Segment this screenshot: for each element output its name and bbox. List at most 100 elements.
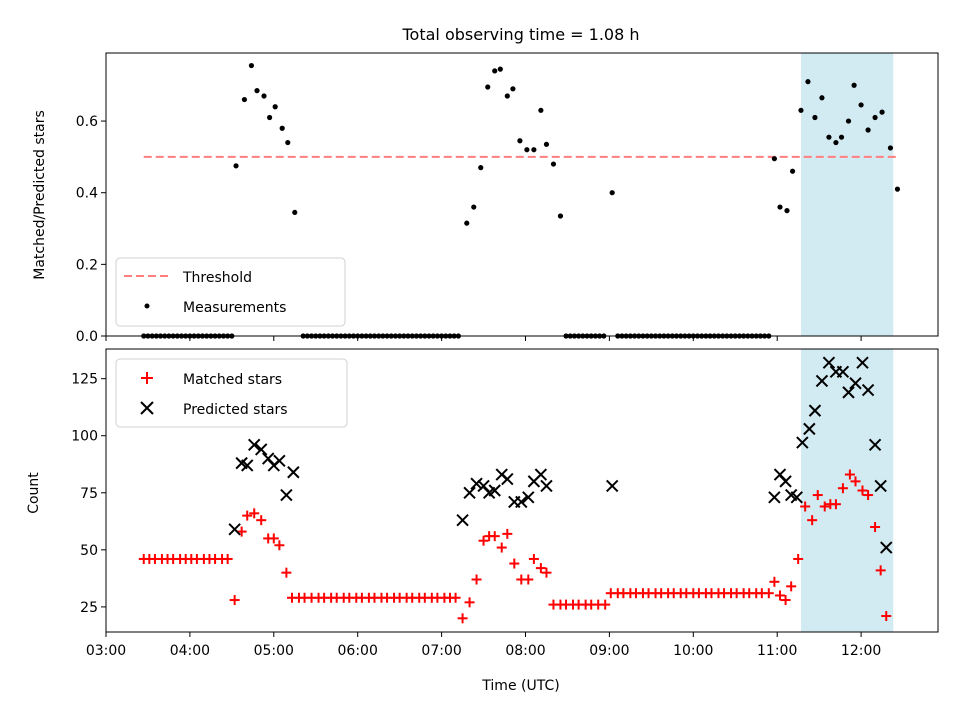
y-tick-label: 0.0 (76, 329, 98, 345)
predicted-star-point (287, 466, 300, 479)
measurement-point (517, 138, 523, 144)
matched-star-point (830, 499, 841, 510)
legend-predicted-swatch (140, 401, 154, 415)
matched-star-point (229, 595, 240, 606)
predicted-star-point (470, 477, 483, 490)
matched-star-point (870, 522, 881, 533)
measurement-point (254, 88, 260, 94)
matched-star-point (464, 597, 475, 608)
legend-threshold-label: Threshold (182, 270, 252, 286)
x-tick-label: 12:00 (841, 643, 881, 659)
matched-star-point (863, 490, 874, 501)
measurement-point (557, 213, 564, 219)
y-tick-label: 100 (71, 429, 98, 445)
matched-star-point (541, 567, 552, 578)
matched-stars-points (138, 469, 892, 624)
predicted-star-point (456, 513, 469, 527)
measurement-point (524, 147, 530, 153)
top-x-ticks (105, 336, 862, 341)
measurement-point (858, 102, 864, 108)
y-tick-label: 125 (71, 372, 98, 388)
predicted-star-point (228, 523, 241, 536)
predicted-star-point (822, 356, 836, 369)
matched-star-point (478, 535, 489, 546)
measurement-point (550, 161, 557, 167)
matched-star-point (450, 592, 461, 603)
predicted-star-point (836, 365, 850, 379)
measurement-point (838, 134, 845, 140)
matched-star-point (774, 590, 785, 601)
measurement-point (771, 156, 777, 162)
matched-star-point (489, 531, 500, 542)
x-tick-label: 04:00 (170, 643, 210, 659)
x-tick-label: 09:00 (589, 643, 629, 659)
measurement-point (865, 127, 871, 133)
measurement-point (812, 114, 818, 121)
predicted-stars-points (228, 356, 893, 554)
x-tick-label: 05:00 (254, 643, 294, 659)
measurement-point (872, 114, 878, 121)
matched-star-point (875, 565, 886, 576)
matched-star-point (509, 558, 520, 569)
matched-star-point (471, 574, 482, 585)
y-tick-label: 0.6 (76, 114, 98, 130)
matched-star-point (819, 501, 830, 512)
chart-title: Total observing time = 1.08 h (401, 25, 639, 44)
measurement-point (609, 190, 615, 196)
bottom-plot-frame (105, 348, 939, 633)
legend-matched-label: Matched stars (183, 372, 282, 388)
matched-star-point (812, 490, 823, 501)
y-tick-label: 50 (80, 543, 98, 559)
matched-star-point (837, 483, 848, 494)
measurement-point (261, 93, 267, 99)
measurement-point (777, 204, 783, 210)
matched-star-point (600, 599, 611, 610)
matched-star-point (793, 553, 804, 564)
matched-star-point (523, 574, 534, 585)
measurement-point (497, 66, 503, 72)
x-tick-label: 07:00 (421, 643, 461, 659)
top-legend: Threshold Measurements (115, 257, 346, 327)
measurement-point (478, 165, 484, 171)
matched-star-point (800, 501, 811, 512)
matched-star-point (769, 576, 780, 587)
x-tick-label: 10:00 (673, 643, 713, 659)
matched-star-point (881, 611, 892, 622)
bottom-panel: 25 50 75 100 125 03:00 04:00 05:00 06:00 07:00 08… (26, 348, 939, 694)
bottom-y-ticks: 25 50 75 100 125 (71, 372, 106, 616)
predicted-star-point (856, 356, 869, 369)
legend-measurements-swatch (144, 303, 150, 309)
predicted-star-point (796, 436, 809, 449)
predicted-star-point (815, 374, 829, 388)
y-tick-label: 75 (80, 486, 98, 502)
predicted-star-point (874, 479, 887, 493)
measurement-point (538, 107, 544, 113)
bottom-legend: Matched stars Predicted stars (115, 358, 348, 428)
predicted-star-point (779, 475, 792, 488)
measurement-point (248, 62, 255, 69)
measurement-point (485, 84, 491, 90)
predicted-star-point (522, 491, 535, 504)
bottom-highlight-span (800, 349, 894, 632)
matched-star-point (496, 542, 507, 553)
measurement-point (879, 109, 885, 115)
measurement-point (894, 186, 901, 192)
predicted-star-point (488, 484, 501, 497)
legend-matched-swatch (141, 372, 153, 384)
legend-measurements-label: Measurements (183, 300, 286, 316)
measurement-point (531, 147, 537, 153)
predicted-star-point (463, 486, 476, 499)
measurement-point (492, 68, 498, 74)
matched-star-point (857, 485, 868, 496)
matched-star-point (242, 510, 253, 521)
x-tick-label: 08:00 (505, 643, 545, 659)
x-tick-label: 11:00 (757, 643, 797, 659)
matched-star-point (763, 588, 774, 599)
predicted-star-point (803, 422, 816, 436)
matched-star-point (780, 595, 791, 606)
measurement-point (292, 209, 298, 216)
x-tick-label: 06:00 (338, 643, 378, 659)
measurement-point (845, 118, 852, 124)
matched-star-point (844, 469, 855, 480)
